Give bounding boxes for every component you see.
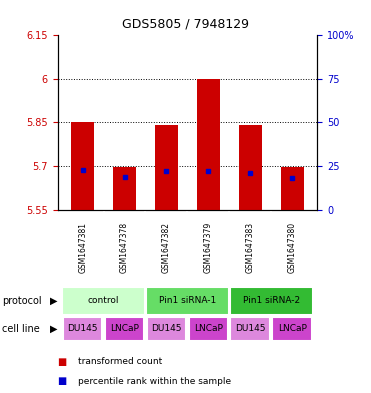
Text: control: control xyxy=(88,296,119,305)
Text: DU145: DU145 xyxy=(235,324,265,333)
Text: LNCaP: LNCaP xyxy=(194,324,223,333)
Bar xyxy=(71,123,94,209)
Text: cell line: cell line xyxy=(2,324,40,334)
Bar xyxy=(239,125,262,209)
Text: ▶: ▶ xyxy=(50,324,58,334)
Bar xyxy=(188,317,228,341)
Bar xyxy=(280,167,303,209)
Bar xyxy=(155,125,178,209)
Text: GSM1647379: GSM1647379 xyxy=(204,222,213,274)
Bar xyxy=(197,79,220,209)
Text: LNCaP: LNCaP xyxy=(110,324,139,333)
Text: transformed count: transformed count xyxy=(78,357,162,366)
Text: Pin1 siRNA-1: Pin1 siRNA-1 xyxy=(159,296,216,305)
Bar xyxy=(62,287,145,315)
Text: DU145: DU145 xyxy=(68,324,98,333)
Bar xyxy=(272,317,312,341)
Text: GSM1647381: GSM1647381 xyxy=(78,222,87,274)
Text: Pin1 siRNA-2: Pin1 siRNA-2 xyxy=(243,296,300,305)
Text: protocol: protocol xyxy=(2,296,42,306)
Bar xyxy=(147,317,186,341)
Text: GSM1647378: GSM1647378 xyxy=(120,222,129,274)
Bar xyxy=(105,317,144,341)
Bar xyxy=(146,287,229,315)
Text: ■: ■ xyxy=(58,356,67,367)
Bar xyxy=(230,287,313,315)
Bar xyxy=(113,167,136,209)
Text: ■: ■ xyxy=(58,376,67,386)
Text: ▶: ▶ xyxy=(50,296,58,306)
Text: percentile rank within the sample: percentile rank within the sample xyxy=(78,377,231,386)
Text: GSM1647382: GSM1647382 xyxy=(162,222,171,274)
Text: GSM1647383: GSM1647383 xyxy=(246,222,255,274)
Text: GDS5805 / 7948129: GDS5805 / 7948129 xyxy=(122,18,249,31)
Text: DU145: DU145 xyxy=(151,324,182,333)
Bar xyxy=(230,317,270,341)
Text: LNCaP: LNCaP xyxy=(278,324,306,333)
Text: GSM1647380: GSM1647380 xyxy=(288,222,296,274)
Bar xyxy=(63,317,102,341)
